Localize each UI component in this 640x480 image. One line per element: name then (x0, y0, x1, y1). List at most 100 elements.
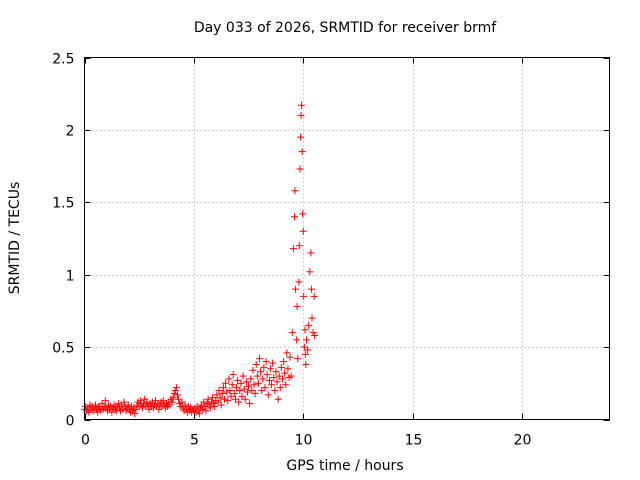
data-point (131, 410, 139, 418)
data-point (274, 395, 282, 403)
data-point (247, 375, 255, 383)
data-point (309, 329, 317, 337)
data-point (308, 285, 316, 293)
data-point (168, 398, 176, 406)
data-point (276, 384, 284, 392)
data-point (311, 332, 319, 340)
data-point (259, 375, 267, 383)
data-points (81, 101, 319, 418)
data-point (242, 378, 250, 386)
data-point (278, 375, 286, 383)
data-point (263, 371, 271, 379)
data-point (293, 336, 301, 344)
y-tick-label: 0 (66, 414, 75, 430)
data-point (269, 359, 277, 367)
data-point (89, 407, 97, 415)
data-point (265, 376, 273, 384)
data-point (226, 387, 234, 395)
data-point (293, 303, 301, 311)
data-point (277, 363, 285, 371)
data-point (122, 407, 130, 415)
data-point (258, 387, 266, 395)
data-point (297, 111, 305, 119)
data-point (287, 372, 295, 380)
data-point (159, 397, 167, 405)
data-point (222, 379, 230, 387)
data-point (302, 360, 310, 368)
data-point (227, 392, 235, 400)
data-point (281, 369, 289, 377)
data-point (249, 366, 257, 374)
data-point (301, 326, 309, 334)
data-point (235, 398, 243, 406)
data-point (268, 381, 276, 389)
grid (84, 57, 610, 420)
data-point (236, 387, 244, 395)
data-point (291, 213, 298, 221)
data-point (221, 395, 228, 403)
data-point (239, 372, 247, 380)
x-axis-label: GPS time / hours (286, 458, 403, 474)
data-point (124, 401, 132, 409)
data-point (270, 374, 278, 382)
data-point (305, 321, 313, 329)
x-tick-label: 0 (81, 433, 90, 449)
data-point (256, 355, 263, 363)
data-point (224, 397, 232, 405)
y-tick-label: 1 (66, 269, 75, 285)
data-point (252, 360, 260, 368)
y-tick-label: 2 (66, 124, 75, 140)
data-point (216, 394, 224, 402)
data-point (294, 355, 302, 363)
data-point (215, 387, 223, 395)
y-tick-label: 2.5 (52, 52, 74, 68)
data-point (295, 278, 303, 286)
data-point (250, 381, 258, 389)
data-point (91, 401, 99, 409)
data-point (271, 387, 279, 395)
data-point (202, 407, 210, 415)
data-point (206, 404, 214, 412)
data-point (298, 148, 306, 156)
data-point (101, 397, 109, 405)
data-point (300, 292, 308, 300)
data-point (264, 391, 272, 399)
data-point (110, 401, 118, 409)
data-point (211, 402, 219, 410)
data-point (204, 395, 212, 403)
data-point (132, 405, 140, 413)
data-point (213, 391, 221, 399)
data-point (300, 343, 308, 351)
data-point (214, 398, 222, 406)
data-point (307, 249, 315, 257)
data-point (308, 314, 316, 322)
data-point (193, 402, 201, 410)
data-point (304, 346, 312, 354)
data-point (291, 187, 299, 195)
data-point (257, 368, 265, 376)
data-point (233, 384, 241, 392)
data-point (231, 395, 239, 403)
data-point (178, 398, 186, 406)
data-point (218, 389, 226, 397)
data-point (208, 394, 216, 402)
data-point (241, 395, 249, 403)
data-point (261, 384, 269, 392)
data-point (254, 379, 262, 387)
y-tick-label: 0.5 (52, 341, 74, 357)
data-point (94, 408, 102, 416)
data-point (272, 368, 280, 376)
data-point (114, 400, 122, 408)
data-point (262, 358, 270, 366)
data-point (297, 133, 305, 141)
data-point (310, 292, 318, 300)
data-point (273, 378, 281, 386)
data-point (237, 379, 245, 387)
data-point (96, 404, 104, 412)
data-point (283, 349, 291, 357)
data-point (260, 363, 268, 371)
data-point (138, 404, 146, 412)
data-point (173, 391, 181, 399)
data-point (284, 365, 292, 373)
